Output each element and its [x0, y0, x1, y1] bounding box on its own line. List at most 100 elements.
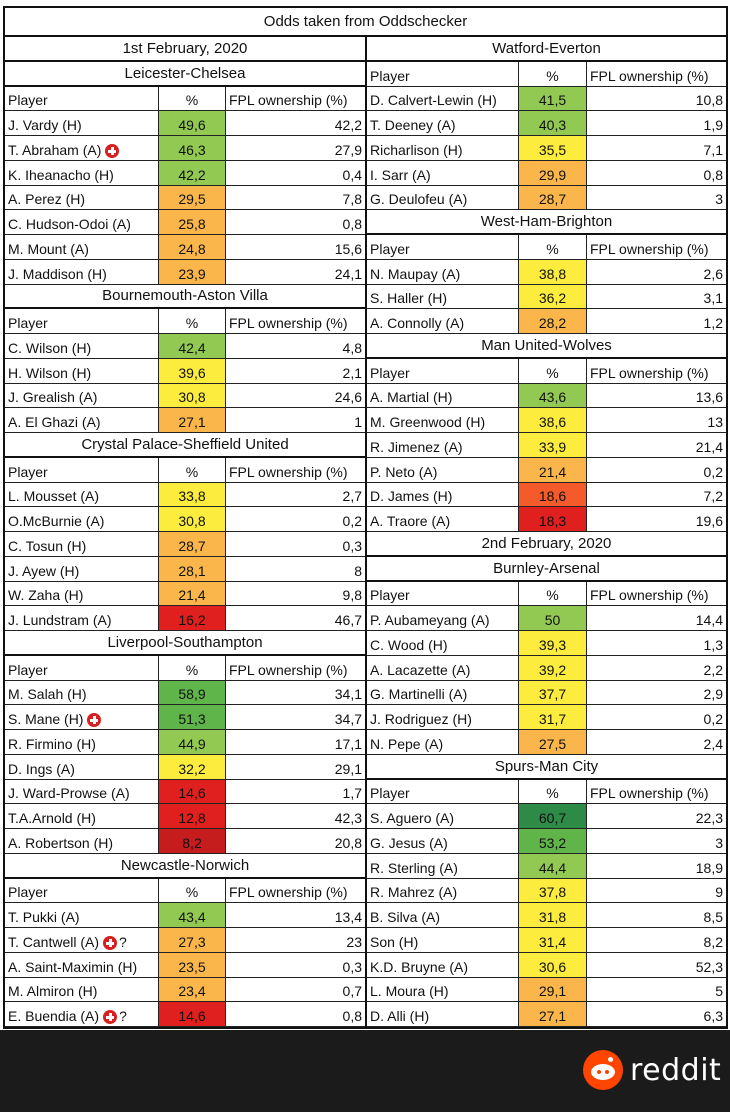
fpl-ownership: 2,6 [703, 265, 723, 282]
match-label: Bournemouth-Aston Villa [102, 287, 268, 305]
player-name: D. Alli (H) [370, 1008, 430, 1024]
player-name-cell: G. Martinelli (A) [367, 680, 519, 705]
player-name-cell: S. Haller (H) [367, 284, 519, 309]
fpl-ownership: 0,2 [342, 513, 362, 529]
odds-percent: 46,3 [159, 136, 226, 160]
match-label: Burnley-Arsenal [493, 559, 600, 577]
odds-percent: 28,1 [159, 556, 226, 581]
player-name-cell: R. Sterling (A) [367, 853, 519, 878]
odds-percent: 40,3 [519, 111, 587, 135]
player-name: G. Jesus (A) [370, 834, 448, 851]
header-percent: % [519, 358, 587, 383]
injury-cross-icon [103, 1010, 118, 1024]
match-label: West-Ham-Brighton [480, 213, 613, 231]
player-name: R. Mahrez (A) [370, 884, 458, 901]
header-percent: % [519, 581, 587, 606]
player-name-cell: J. Ward-Prowse (A) [5, 779, 159, 804]
player-name-cell: C. Wilson (H) [5, 334, 159, 358]
player-name-cell: T. Abraham (A) [5, 136, 159, 160]
player-name-cell: A. Lacazette (A) [367, 655, 519, 680]
player-name: J. Rodriguez (H) [370, 711, 472, 727]
table-row: R. Firmino (H) 44,9 17,1 [5, 730, 365, 755]
fpl-ownership: 42,2 [334, 117, 362, 133]
player-name: A. Lacazette (A) [370, 661, 471, 678]
table-row: A. Perez (H) 29,5 7,8 [5, 185, 365, 211]
header-fpl-ownership: FPL ownership (%) [590, 67, 709, 84]
injury-cross-icon [105, 143, 120, 158]
player-name-cell: G. Deulofeu (A) [367, 185, 519, 210]
player-name: T. Abraham (A) [8, 141, 102, 158]
fpl-ownership: 8,2 [703, 933, 723, 950]
odds-percent: 27,1 [519, 1002, 587, 1026]
header-fpl-ownership: FPL ownership (%) [229, 92, 348, 109]
fpl-ownership: 4,8 [342, 339, 362, 356]
player-name-cell: C. Hudson-Odoi (A) [5, 210, 159, 234]
table-row: Son (H) 31,4 8,2 [367, 928, 726, 953]
doubt-mark: ? [119, 933, 127, 950]
date-heading: 1st February, 2020 [5, 37, 365, 62]
fpl-ownership: 24,6 [334, 389, 362, 406]
player-name: A. Saint-Maximin (H) [8, 958, 138, 975]
player-name: J. Grealish (A) [8, 389, 98, 406]
odds-percent: 27,5 [519, 730, 587, 754]
column-header-row: Player% FPL ownership (%) [5, 309, 365, 334]
odds-percent: 35,5 [519, 136, 587, 160]
injury-cross-icon [87, 713, 102, 727]
odds-percent: 23,4 [159, 977, 226, 1002]
odds-percent: 29,5 [159, 185, 226, 210]
odds-percent: 28,7 [159, 532, 226, 556]
fpl-ownership: 46,7 [334, 612, 362, 628]
player-name-cell: T.A.Arnold (H) [5, 804, 159, 828]
odds-percent: 39,6 [159, 358, 226, 383]
player-name-cell: J. Rodriguez (H) [367, 705, 519, 729]
header-player: Player [367, 581, 519, 606]
player-name: N. Maupay (A) [370, 265, 461, 282]
odds-percent: 29,9 [519, 160, 587, 185]
player-name-cell: W. Zaha (H) [5, 581, 159, 606]
header-percent: % [159, 655, 226, 680]
odds-percent: 37,7 [519, 680, 587, 705]
player-name-cell: J. Grealish (A) [5, 383, 159, 408]
player-name: C. Tosun (H) [8, 537, 87, 554]
column-header-row: Player% FPL ownership (%) [5, 457, 365, 483]
player-name-cell: J. Vardy (H) [5, 111, 159, 135]
odds-percent: 31,7 [519, 705, 587, 729]
fpl-ownership: 14,4 [695, 612, 723, 628]
odds-percent: 44,4 [519, 853, 587, 878]
odds-percent: 58,9 [159, 680, 226, 705]
player-name: T. Deeney (A) [370, 117, 456, 133]
player-name: K. Iheanacho (H) [8, 166, 114, 183]
table-row: D. Calvert-Lewin (H) 41,5 10,8 [367, 86, 726, 112]
fpl-ownership: 21,4 [695, 438, 723, 455]
injury-cross-icon [103, 935, 118, 950]
table-row: G. Deulofeu (A) 28,7 3 [367, 185, 726, 211]
player-name: G. Deulofeu (A) [370, 191, 468, 208]
player-name-cell: P. Neto (A) [367, 457, 519, 482]
player-name-cell: N. Maupay (A) [367, 259, 519, 284]
player-name: G. Martinelli (A) [370, 686, 468, 703]
header-percent: % [519, 235, 587, 259]
table-row: E. Buendia (A)? 14,6 0,8 [5, 1002, 365, 1027]
player-name: R. Sterling (A) [370, 859, 458, 876]
match-heading: Crystal Palace-Sheffield United [5, 433, 365, 458]
player-name-cell: D. James (H) [367, 482, 519, 507]
odds-percent: 27,1 [159, 408, 226, 432]
odds-percent: 41,5 [519, 86, 587, 111]
player-name-cell: S. Mane (H) [5, 705, 159, 729]
player-name: A. Robertson (H) [8, 834, 114, 851]
player-name-cell: L. Moura (H) [367, 977, 519, 1002]
fpl-ownership: 7,2 [703, 488, 723, 505]
table-row: R. Sterling (A) 44,4 18,9 [367, 853, 726, 879]
player-name: Richarlison (H) [370, 141, 463, 158]
player-name-cell: A. Perez (H) [5, 185, 159, 210]
table-row: O.McBurnie (A) 30,8 0,2 [5, 507, 365, 532]
fpl-ownership: 0,4 [342, 166, 362, 183]
doubt-mark: ? [119, 1008, 127, 1024]
player-name-cell: Richarlison (H) [367, 136, 519, 160]
table-row: P. Aubameyang (A) 50 14,4 [367, 606, 726, 631]
table-row: J. Ayew (H) 28,1 8 [5, 556, 365, 582]
fpl-ownership: 8,5 [703, 909, 723, 925]
player-name-cell: A. Connolly (A) [367, 309, 519, 333]
odds-percent: 36,2 [519, 284, 587, 309]
header-player: Player [367, 779, 519, 804]
